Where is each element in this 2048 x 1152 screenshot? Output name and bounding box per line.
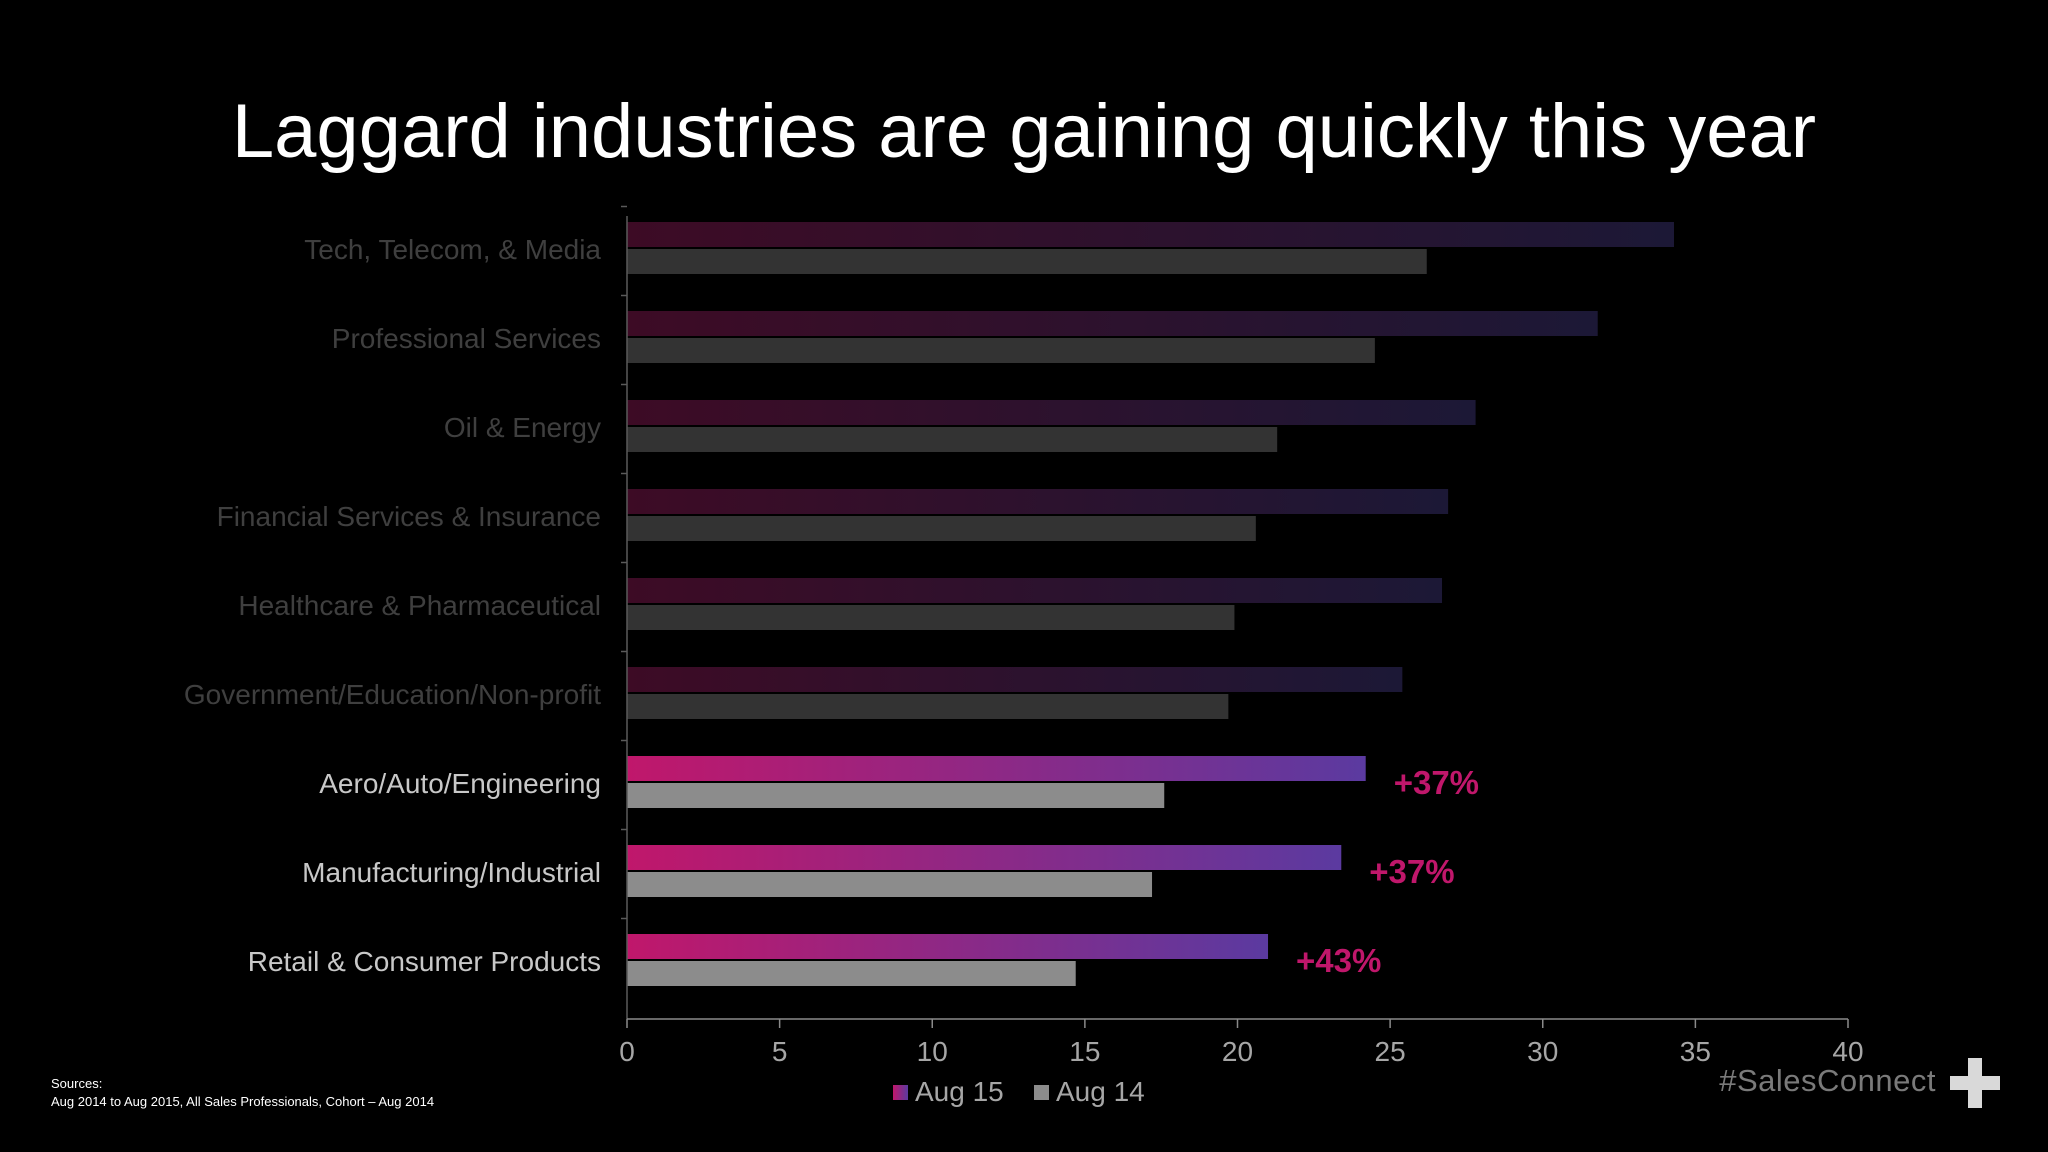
bar-aug14: [627, 872, 1153, 897]
x-tick-label: 5: [772, 1036, 788, 1067]
bar-aug14: [627, 783, 1165, 808]
category-label: Tech, Telecom, & Media: [304, 234, 601, 265]
bars: [627, 222, 1675, 986]
bar-aug14: [627, 516, 1256, 541]
legend-swatch-aug15: [893, 1085, 908, 1100]
bar-aug14: [627, 427, 1278, 452]
bar-aug14: [627, 961, 1076, 986]
bar-aug15: [627, 756, 1366, 781]
growth-annotation: +37%: [1369, 853, 1454, 890]
bar-aug15: [627, 400, 1476, 425]
bar-aug15: [627, 667, 1403, 692]
category-label: Healthcare & Pharmaceutical: [238, 590, 601, 621]
category-label: Financial Services & Insurance: [217, 501, 601, 532]
bar-aug14: [627, 605, 1235, 630]
x-tick-label: 40: [1832, 1036, 1863, 1067]
bar-aug14: [627, 249, 1427, 274]
sources-note: Sources: Aug 2014 to Aug 2015, All Sales…: [51, 1075, 434, 1111]
category-label: Government/Education/Non-profit: [184, 679, 601, 710]
x-tick-label: 30: [1527, 1036, 1558, 1067]
bar-aug15: [627, 222, 1675, 247]
category-label: Professional Services: [332, 323, 601, 354]
growth-annotation: +37%: [1394, 764, 1479, 801]
x-tick-label: 20: [1222, 1036, 1253, 1067]
category-labels: Tech, Telecom, & Media Professional Servi…: [184, 234, 602, 977]
bar-aug15: [627, 578, 1443, 603]
axes: 0 5 10 15 20 25 30 35 40: [619, 205, 1864, 1067]
plus-logo-icon: [1950, 1058, 2000, 1108]
x-tick-label: 35: [1680, 1036, 1711, 1067]
legend: Aug 15 Aug 14: [893, 1076, 1145, 1107]
x-tick-label: 25: [1375, 1036, 1406, 1067]
legend-swatch-aug14: [1034, 1085, 1049, 1100]
sources-text: Aug 2014 to Aug 2015, All Sales Professi…: [51, 1094, 435, 1109]
hashtag-brand: #SalesConnect: [1719, 1063, 1936, 1098]
x-tick-label: 0: [619, 1036, 635, 1067]
sources-label: Sources:: [51, 1076, 103, 1091]
growth-annotation: +43%: [1296, 942, 1381, 979]
x-tick-label: 15: [1069, 1036, 1100, 1067]
category-label: Oil & Energy: [444, 412, 601, 443]
bar-aug14: [627, 338, 1375, 363]
annotations: +37% +37% +43%: [1296, 764, 1479, 979]
bar-aug15: [627, 934, 1269, 959]
legend-label-aug14: Aug 14: [1056, 1076, 1145, 1107]
bar-aug15: [627, 845, 1342, 870]
x-tick-label: 10: [917, 1036, 948, 1067]
category-label: Manufacturing/Industrial: [302, 857, 601, 888]
category-label: Retail & Consumer Products: [248, 946, 601, 977]
legend-label-aug15: Aug 15: [915, 1076, 1004, 1107]
slide-title: Laggard industries are gaining quickly t…: [231, 89, 1817, 174]
category-label: Aero/Auto/Engineering: [319, 768, 601, 799]
bar-aug15: [627, 311, 1598, 336]
bar-aug14: [627, 694, 1229, 719]
bar-aug15: [627, 489, 1449, 514]
